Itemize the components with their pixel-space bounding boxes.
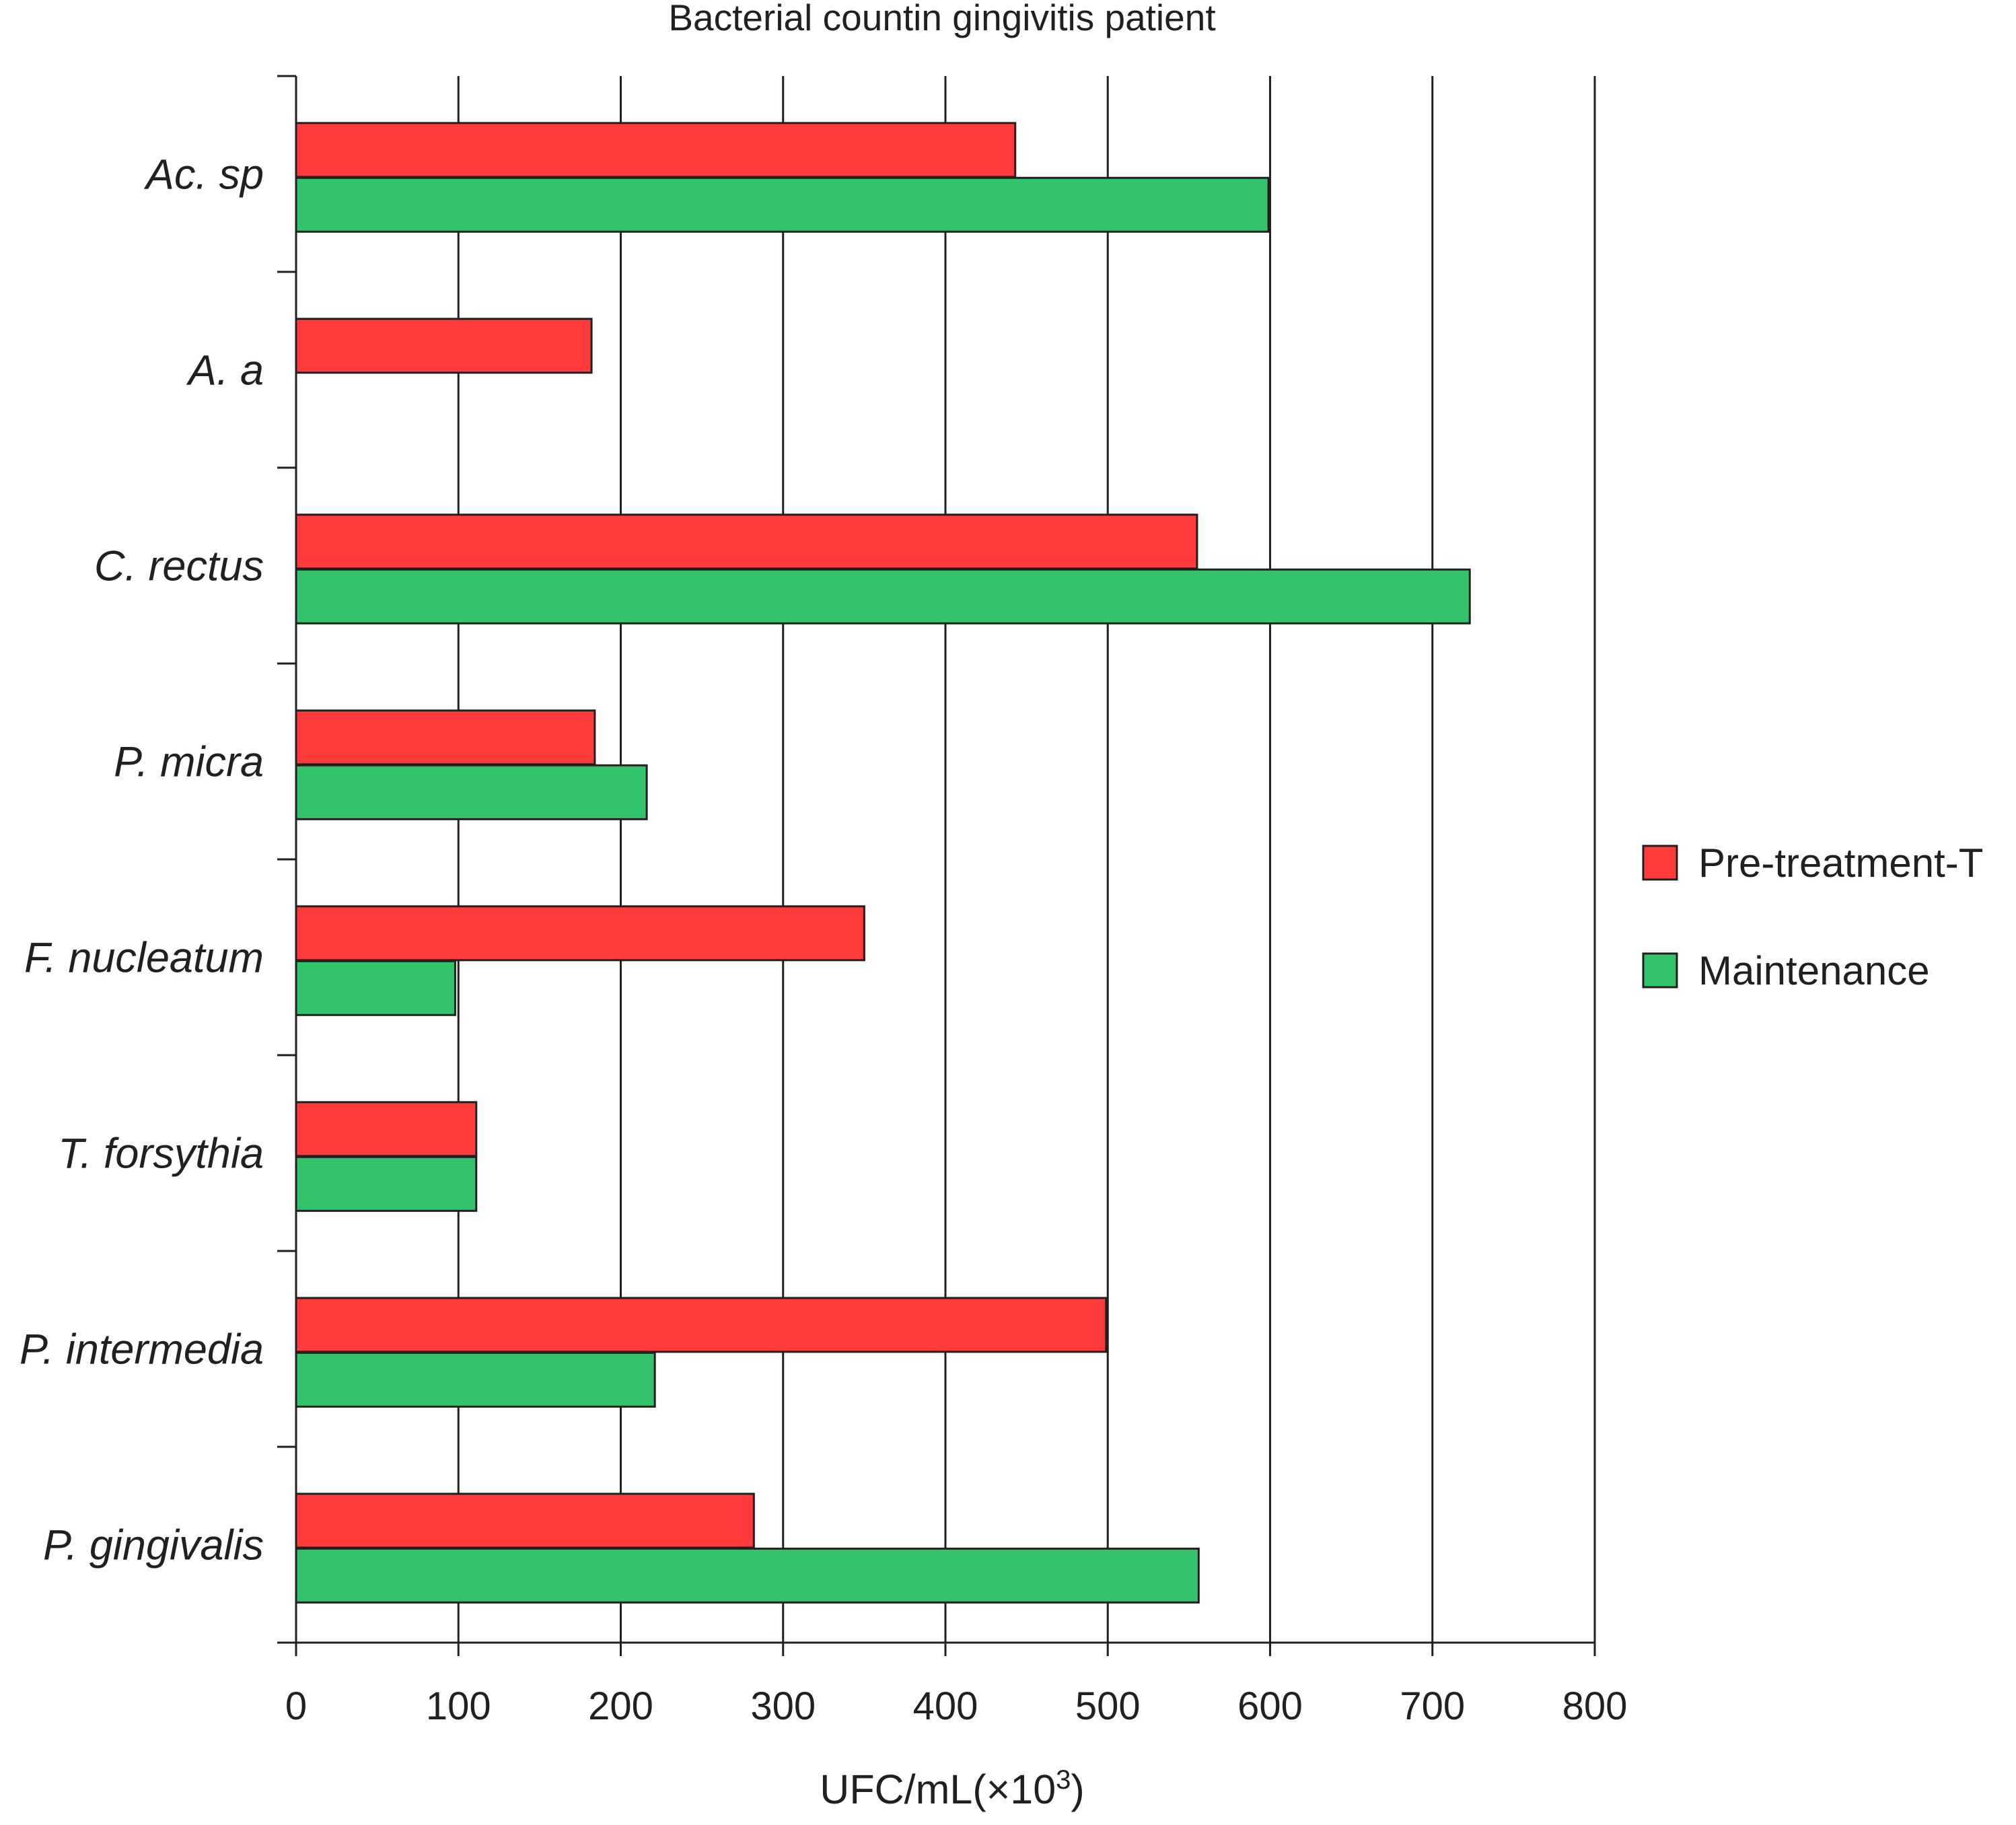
- bar-maintenance: [295, 960, 456, 1016]
- bar-maintenance: [295, 176, 1270, 233]
- bars: [295, 122, 1471, 1604]
- category-label: A. a: [186, 347, 264, 394]
- category-label: P. gingivalis: [43, 1522, 264, 1569]
- axes: [277, 75, 1596, 1656]
- bar-pre-treatment: [295, 709, 596, 766]
- category-label: F. nucleatum: [24, 935, 264, 982]
- bar-pre-treatment: [295, 122, 1017, 178]
- category-label: P. intermedia: [20, 1326, 264, 1373]
- bar-pre-treatment: [295, 1101, 478, 1157]
- legend-swatch: [1642, 952, 1678, 989]
- category-label: Ac. sp: [143, 151, 264, 199]
- bar-pre-treatment: [295, 1493, 755, 1549]
- x-tick-label: 300: [750, 1684, 816, 1728]
- legend-label: Maintenance: [1698, 948, 1930, 993]
- category-label: P. micra: [114, 739, 264, 786]
- x-axis-label-suffix: ): [1071, 1766, 1084, 1812]
- category-label: C. rectus: [94, 543, 264, 590]
- x-tick-label: 800: [1562, 1684, 1628, 1728]
- bar-maintenance: [295, 568, 1471, 624]
- grid-lines: [457, 76, 1596, 1643]
- x-tick-label: 0: [285, 1684, 307, 1728]
- chart-title: Bacterial countin gingivitis patient: [668, 0, 1215, 38]
- bar-pre-treatment: [295, 513, 1198, 570]
- x-axis-label-superscript: 3: [1056, 1765, 1071, 1795]
- legend-label: Pre-treatment-T: [1698, 840, 1983, 886]
- x-tick-label: 100: [426, 1684, 491, 1728]
- category-label: T. forsythia: [58, 1131, 264, 1178]
- bar-pre-treatment: [295, 318, 593, 374]
- x-tick-label: 200: [588, 1684, 653, 1728]
- x-tick-label: 400: [913, 1684, 978, 1728]
- bar-pre-treatment: [295, 1297, 1108, 1353]
- bar-maintenance: [295, 764, 648, 820]
- x-tick-label: 600: [1237, 1684, 1303, 1728]
- bar-maintenance: [295, 1547, 1200, 1604]
- bar-maintenance: [295, 1351, 656, 1408]
- axis-labels: 0 100 200 300 400 500 600 700 800 Ac. sp A. a C. re…: [20, 151, 1627, 1729]
- x-axis-label-text: UFC/mL(×10: [820, 1766, 1056, 1812]
- bar-maintenance: [295, 1155, 478, 1212]
- x-tick-label: 500: [1075, 1684, 1141, 1728]
- legend: Pre-treatment-T Maintenance: [1642, 840, 1983, 993]
- bar-pre-treatment: [295, 905, 865, 962]
- x-tick-label: 700: [1400, 1684, 1465, 1728]
- x-axis-label: UFC/mL(×103): [820, 1765, 1084, 1812]
- legend-swatch: [1642, 845, 1678, 881]
